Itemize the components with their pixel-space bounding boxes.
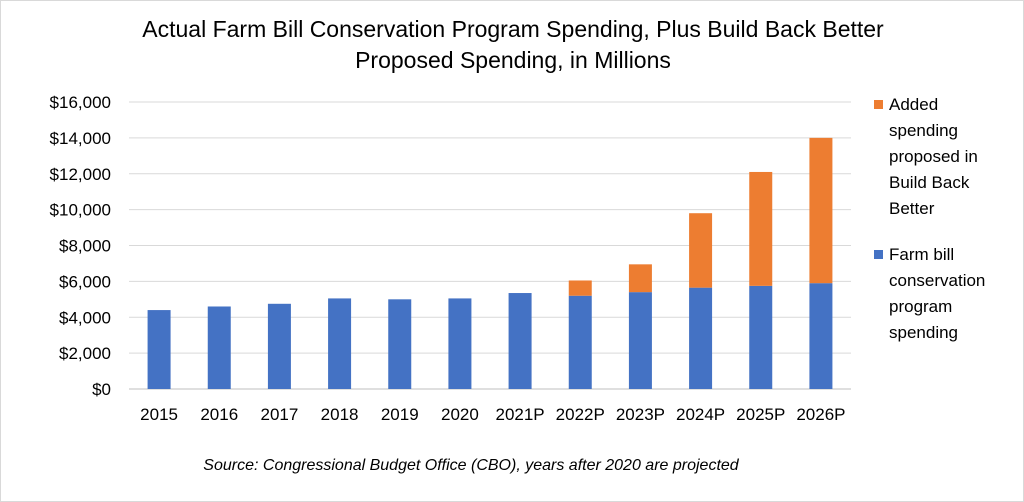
legend-label: spending [889, 323, 958, 342]
y-tick-label: $14,000 [50, 129, 111, 148]
y-tick-label: $6,000 [59, 272, 111, 291]
bar-build-back-better-spending [628, 264, 652, 293]
x-tick-label: 2016 [200, 405, 238, 424]
x-tick-label: 2021P [495, 405, 544, 424]
legend-label: Farm bill [889, 245, 954, 264]
legend-label: Better [889, 199, 935, 218]
x-tick-label: 2020 [441, 405, 479, 424]
chart-title-line: Actual Farm Bill Conservation Program Sp… [142, 16, 884, 42]
bar-farm-bill-spending [448, 298, 472, 389]
x-tick-label: 2018 [321, 405, 359, 424]
bar-build-back-better-spending [689, 213, 713, 288]
bar-farm-bill-spending [388, 299, 412, 389]
x-tick-label: 2015 [140, 405, 178, 424]
source-note: Source: Congressional Budget Office (CBO… [203, 457, 739, 474]
y-tick-label: $16,000 [50, 93, 111, 112]
y-tick-label: $4,000 [59, 308, 111, 327]
bar-build-back-better-spending [749, 171, 773, 286]
gridlines [129, 101, 851, 390]
legend: Added spending proposed in Build Back Better… [874, 95, 985, 342]
chart-title: Actual Farm Bill Conservation Program Sp… [142, 16, 884, 73]
bar-build-back-better-spending [809, 137, 833, 284]
legend-swatch-build-back-better [874, 100, 883, 109]
y-tick-label: $12,000 [50, 165, 111, 184]
x-tick-label: 2024P [676, 405, 725, 424]
legend-label: program [889, 297, 952, 316]
legend-swatch-farm-bill [874, 250, 883, 259]
legend-label: conservation [889, 271, 985, 290]
x-tick-label: 2022P [556, 405, 605, 424]
bar-farm-bill-spending [809, 283, 833, 389]
bar-farm-bill-spending [207, 306, 231, 389]
y-tick-label: $8,000 [59, 237, 111, 256]
y-tick-label: $10,000 [50, 201, 111, 220]
bar-farm-bill-spending [267, 303, 291, 389]
legend-label: Build Back [889, 173, 970, 192]
x-axis-ticks: 2015 2016 2017 2018 2019 2020 2021P 2022P 2023P 2… [140, 405, 845, 424]
bar-farm-bill-spending [147, 310, 171, 389]
x-tick-label: 2025P [736, 405, 785, 424]
bars [147, 137, 833, 389]
y-axis-ticks: $0 $2,000 $4,000 $6,000 $8,000 $10,000 $12,000… [50, 93, 111, 399]
bar-farm-bill-spending [628, 292, 652, 389]
bar-farm-bill-spending [568, 295, 592, 389]
bar-build-back-better-spending [568, 280, 592, 296]
legend-label: spending [889, 121, 958, 140]
y-tick-label: $0 [92, 380, 111, 399]
y-tick-label: $2,000 [59, 344, 111, 363]
legend-label: Added [889, 95, 938, 114]
x-tick-label: 2026P [796, 405, 845, 424]
bar-farm-bill-spending [749, 285, 773, 389]
legend-label: proposed in [889, 147, 978, 166]
x-tick-label: 2017 [261, 405, 299, 424]
chart-title-line: Proposed Spending, in Millions [355, 47, 671, 73]
bar-farm-bill-spending [689, 287, 713, 389]
bar-farm-bill-spending [508, 293, 532, 389]
x-tick-label: 2023P [616, 405, 665, 424]
bar-farm-bill-spending [328, 298, 352, 389]
x-tick-label: 2019 [381, 405, 419, 424]
